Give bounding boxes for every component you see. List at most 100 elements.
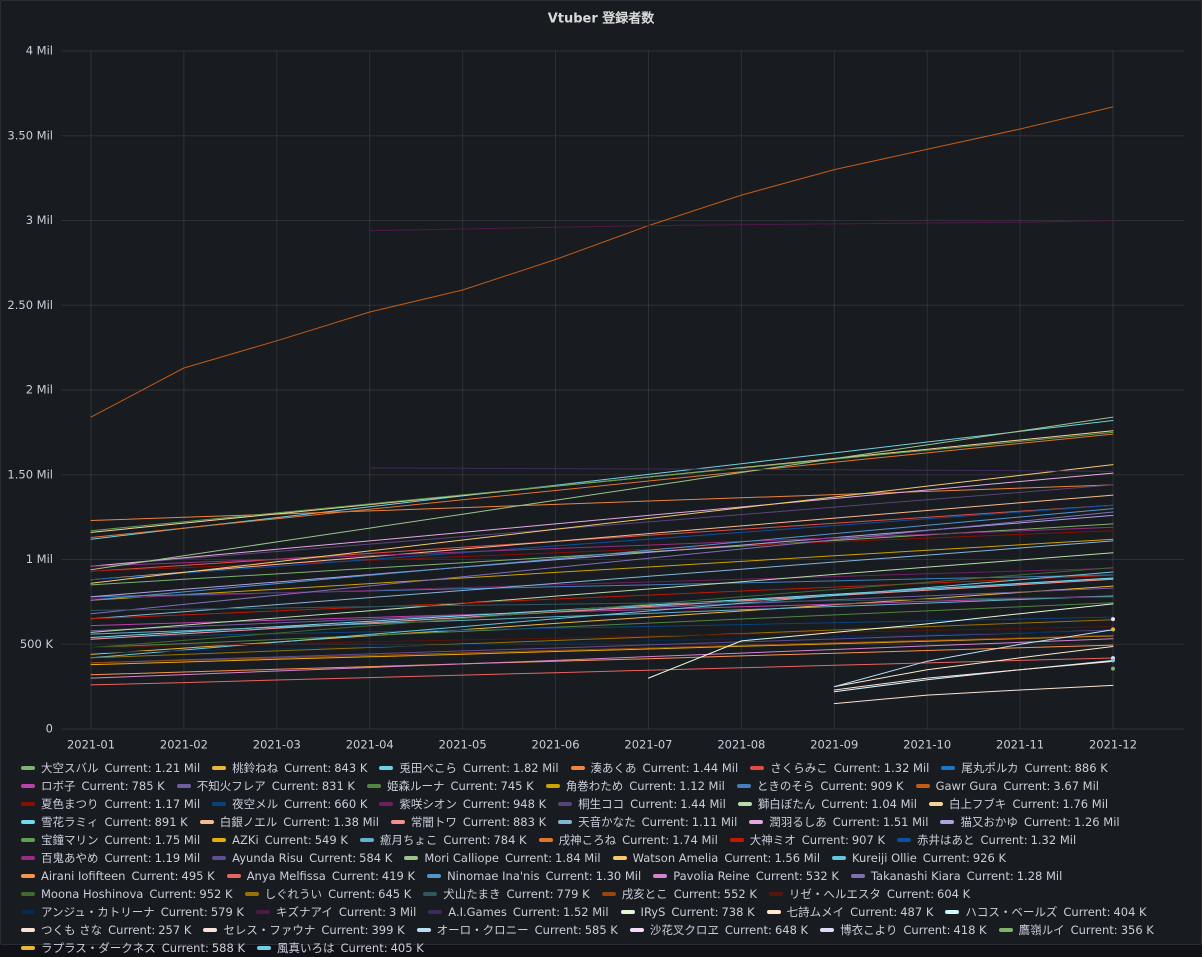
legend-current: 1.30 Mil	[595, 869, 642, 883]
legend-item[interactable]: Ninomae Ina'nis Current: 1.30 Mil	[427, 867, 641, 885]
legend-item[interactable]: Moona Hoshinova Current: 952 K	[21, 885, 233, 903]
legend-item[interactable]: 癒月ちょこ Current: 784 K	[359, 831, 527, 849]
legend-item[interactable]: 獅白ぼたん Current: 1.04 Mil	[737, 795, 917, 813]
legend-stat-label: Current:	[284, 797, 332, 811]
point	[1111, 627, 1115, 632]
legend-item[interactable]: AZKi Current: 549 K	[212, 831, 348, 849]
legend-item[interactable]: 紫咲シオン Current: 948 K	[379, 795, 546, 813]
legend-item[interactable]: ロボ子 Current: 785 K	[21, 777, 165, 795]
legend-name: 沙花叉クロヱ	[649, 923, 719, 937]
legend-current: 1.28 Mil	[1016, 869, 1063, 883]
legend-swatch	[404, 856, 419, 860]
legend-item[interactable]: Pavolia Reine Current: 532 K	[653, 867, 839, 885]
legend-item[interactable]: 白銀ノエル Current: 1.38 Mil	[199, 813, 379, 831]
legend-item[interactable]: 角巻わため Current: 1.12 Mil	[545, 777, 725, 795]
legend-item[interactable]: 白上フブキ Current: 1.76 Mil	[928, 795, 1109, 813]
legend-item[interactable]: 宝鐘マリン Current: 1.75 Mil	[21, 831, 200, 849]
legend-item[interactable]: 大神ミオ Current: 907 K	[729, 831, 885, 849]
legend-name: Watson Amelia	[632, 851, 719, 865]
legend-item[interactable]: A.I.Games Current: 1.52 Mil	[428, 903, 609, 921]
legend-item[interactable]: IRyS Current: 738 K	[620, 903, 755, 921]
x-tick-label: 2021-10	[903, 738, 951, 752]
legend-item[interactable]: リゼ・ヘルエスタ Current: 604 K	[768, 885, 970, 903]
legend-swatch	[199, 820, 214, 824]
series-line	[90, 511, 1114, 615]
legend-item[interactable]: しぐれうい Current: 645 K	[244, 885, 411, 903]
legend-item[interactable]: さくらみこ Current: 1.32 Mil	[750, 759, 929, 777]
legend-item[interactable]: ハコス・ベールズ Current: 404 K	[945, 903, 1147, 921]
legend-item[interactable]: 夜空メル Current: 660 K	[212, 795, 367, 813]
legend-item[interactable]: 兎田ぺこら Current: 1.82 Mil	[379, 759, 559, 777]
legend-name: リゼ・ヘルエスタ	[788, 887, 881, 901]
legend-name: ラプラス・ダークネス	[41, 941, 156, 955]
legend-stat-label: Current:	[642, 761, 690, 775]
legend-item[interactable]: 尾丸ポルカ Current: 886 K	[941, 759, 1108, 777]
chart: Vtuber 登録者数 0 500 K 1 Mil 1.50 Mil 2 Mil 2.50…	[7, 11, 1184, 752]
legend-item[interactable]: 戌亥とこ Current: 552 K	[601, 885, 757, 903]
legend-stat-label: Current:	[504, 851, 553, 865]
legend-item[interactable]: 犬山たまき Current: 779 K	[423, 885, 590, 903]
legend-item[interactable]: 湊あくあ Current: 1.44 Mil	[570, 759, 739, 777]
legend-item[interactable]: Anya Melfissa Current: 419 K	[226, 867, 415, 885]
legend-item[interactable]: 博衣こより Current: 418 K	[820, 921, 987, 939]
legend-name: オーロ・クロニー	[436, 923, 529, 937]
legend-swatch	[366, 784, 381, 788]
legend-name: 百鬼あやめ	[41, 851, 99, 865]
legend-item[interactable]: Ayunda Risu Current: 584 K	[212, 849, 392, 867]
y-tick-label: 3.50 Mil	[7, 128, 53, 142]
legend-swatch	[212, 838, 227, 842]
legend-item[interactable]: 鷹嶺ルイ Current: 356 K	[998, 921, 1154, 939]
series-line	[90, 574, 1114, 620]
x-tick-label: 2021-03	[253, 738, 301, 752]
series-line	[369, 220, 1114, 232]
x-tick-label: 2021-07	[624, 738, 672, 752]
legend-item[interactable]: Takanashi Kiara Current: 1.28 Mil	[850, 867, 1063, 885]
legend-swatch	[558, 802, 573, 806]
legend-item[interactable]: 夏色まつり Current: 1.17 Mil	[21, 795, 200, 813]
legend-current: 1.32 Mil	[1030, 833, 1077, 847]
legend-item[interactable]: 天音かなた Current: 1.11 Mil	[558, 813, 737, 831]
legend-item[interactable]: 赤井はあと Current: 1.32 Mil	[897, 831, 1076, 849]
legend-name: キズナアイ	[275, 905, 333, 919]
legend-name: 紫咲シオン	[399, 797, 457, 811]
legend-item[interactable]: オーロ・クロニー Current: 585 K	[416, 921, 618, 939]
legend-item[interactable]: ときのそら Current: 909 K	[736, 777, 904, 795]
legend-name: 風真いろは	[277, 941, 335, 955]
legend-item[interactable]: キズナアイ Current: 3 Mil	[255, 903, 416, 921]
legend-item[interactable]: 沙花叉クロヱ Current: 648 K	[629, 921, 808, 939]
legend-item[interactable]: ラプラス・ダークネス Current: 588 K	[21, 939, 245, 957]
legend-item[interactable]: 桃鈴ねね Current: 843 K	[212, 759, 367, 777]
legend-item[interactable]: 戌神ころね Current: 1.74 Mil	[538, 831, 718, 849]
legend-item[interactable]: Kureiji Ollie Current: 926 K	[832, 849, 1006, 867]
legend-item[interactable]: 桐生ココ Current: 1.44 Mil	[558, 795, 726, 813]
legend-name: 赤井はあと	[917, 833, 975, 847]
legend-swatch	[176, 784, 191, 788]
legend-item[interactable]: セレス・ファウナ Current: 399 K	[203, 921, 405, 939]
legend-item[interactable]: 不知火フレア Current: 831 K	[176, 777, 355, 795]
legend-item[interactable]: 大空スバル Current: 1.21 Mil	[21, 759, 200, 777]
legend-item[interactable]: Gawr Gura Current: 3.67 Mil	[915, 777, 1099, 795]
legend-item[interactable]: 潤羽るしあ Current: 1.51 Mil	[749, 813, 928, 831]
legend-current: 532 K	[805, 869, 839, 883]
series-line	[369, 467, 1114, 472]
legend-item[interactable]: 猫又おかゆ Current: 1.26 Mil	[940, 813, 1120, 831]
legend-stat-label: Current:	[108, 923, 156, 937]
legend-item[interactable]: 風真いろは Current: 405 K	[257, 939, 424, 957]
legend-current: 948 K	[512, 797, 547, 811]
legend-item[interactable]: Mori Calliope Current: 1.84 Mil	[404, 849, 601, 867]
legend-current: 1.76 Mil	[1062, 797, 1109, 811]
legend-current: 1.44 Mil	[692, 761, 739, 775]
legend-item[interactable]: 七詩ムメイ Current: 487 K	[766, 903, 933, 921]
legend-item[interactable]: 雪花ラミィ Current: 891 K	[21, 813, 188, 831]
legend-item[interactable]: 常闇トワ Current: 883 K	[390, 813, 546, 831]
legend-item[interactable]: アンジュ・カトリーナ Current: 579 K	[21, 903, 244, 921]
legend-swatch	[21, 766, 35, 770]
legend-item[interactable]: つくも さな Current: 257 K	[21, 921, 191, 939]
legend-item[interactable]: Airani Iofifteen Current: 495 K	[21, 867, 215, 885]
legend-stat-label: Current:	[160, 905, 208, 919]
legend-item[interactable]: Watson Amelia Current: 1.56 Mil	[612, 849, 820, 867]
legend-item[interactable]: 姫森ルーナ Current: 745 K	[366, 777, 534, 795]
legend-item[interactable]: 百鬼あやめ Current: 1.19 Mil	[21, 849, 200, 867]
legend-current: 1.32 Mil	[883, 761, 930, 775]
